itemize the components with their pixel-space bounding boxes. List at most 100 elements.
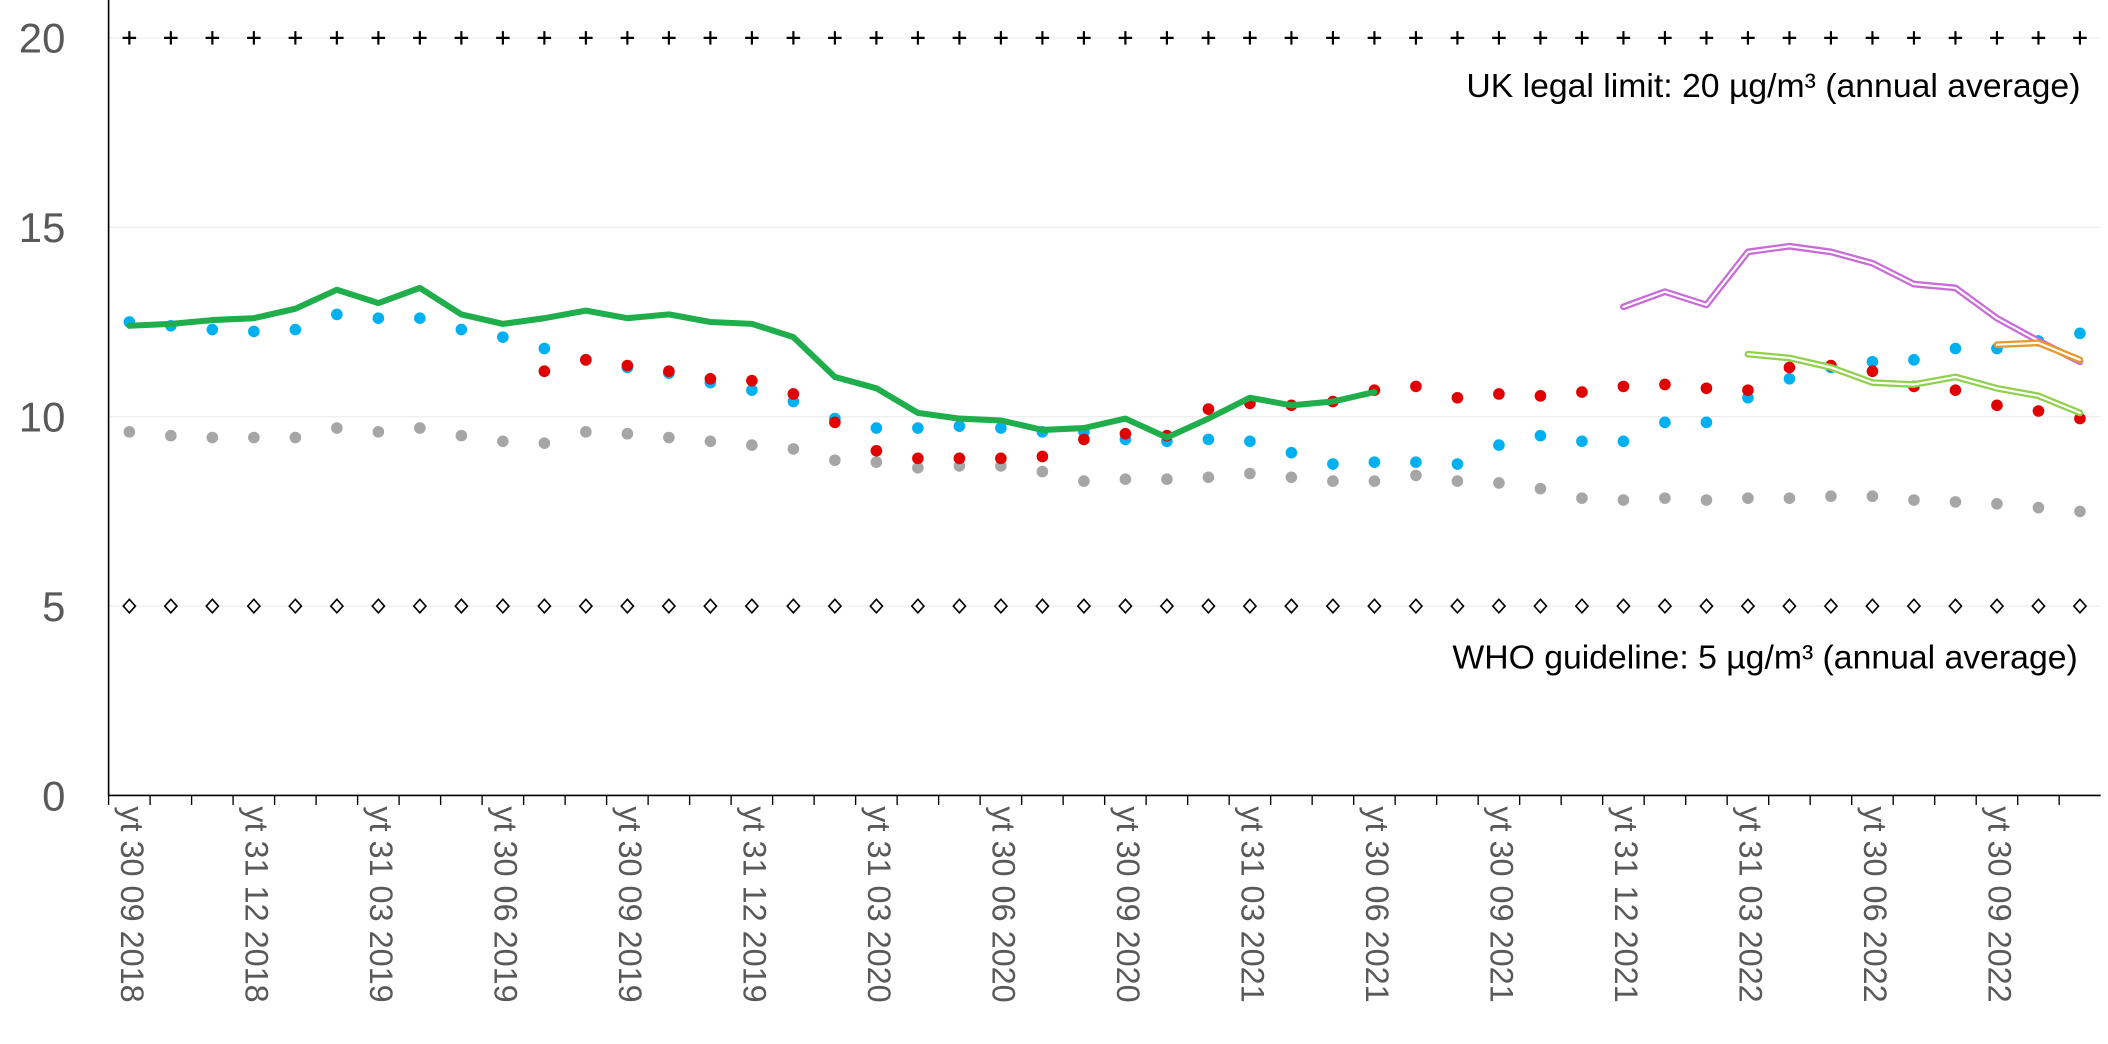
plus-marker	[1948, 31, 1963, 45]
diamond-marker	[246, 598, 262, 615]
dot	[746, 374, 758, 387]
y-tick-label: 10	[19, 394, 66, 441]
diamond-marker	[620, 598, 635, 615]
diamond-marker	[910, 598, 926, 615]
dot	[455, 323, 468, 336]
plus-marker	[1865, 31, 1880, 45]
dot	[1825, 490, 1837, 503]
dot	[1119, 427, 1132, 440]
diamond-marker	[329, 598, 345, 615]
plus-marker	[247, 31, 261, 45]
dot	[1617, 435, 1630, 448]
dot	[1327, 458, 1339, 470]
dot	[1700, 494, 1713, 506]
dot	[621, 427, 634, 440]
dot	[829, 454, 841, 467]
dot	[704, 435, 717, 448]
dot	[1119, 473, 1132, 485]
diamond-marker	[2072, 598, 2088, 615]
diamond-marker	[578, 598, 594, 615]
plus-marker	[537, 31, 552, 45]
x-tick-label: yt 30 06 2021	[1359, 806, 1395, 1002]
dot	[746, 439, 758, 451]
plus-marker	[1616, 31, 1631, 45]
diamond-marker	[786, 598, 801, 615]
dot	[2032, 501, 2045, 514]
dot	[1991, 498, 2003, 510]
diamond-marker	[495, 598, 511, 615]
plus-marker	[1201, 31, 1216, 45]
diamond-marker	[122, 598, 137, 615]
diamond-marker	[1657, 598, 1673, 615]
dot	[372, 426, 385, 438]
dot	[870, 444, 883, 457]
diamond-marker	[1740, 598, 1756, 615]
diamond-marker	[1616, 598, 1631, 615]
plus-marker	[371, 31, 386, 45]
dot	[289, 323, 302, 336]
dot	[1908, 354, 1920, 366]
dot	[787, 388, 800, 400]
diamond-marker	[827, 598, 843, 615]
diamond-marker	[1699, 598, 1714, 615]
dot	[497, 331, 509, 343]
diamond-marker	[1367, 598, 1382, 615]
dot	[538, 437, 551, 450]
dot	[1949, 496, 1962, 508]
x-tick-label: yt 30 06 2022	[1857, 806, 1893, 1002]
diamond-marker	[1159, 598, 1175, 615]
double-line-inner	[1995, 341, 2082, 361]
plus-marker	[1035, 31, 1050, 45]
plus-marker	[164, 31, 178, 45]
dot	[1949, 342, 1962, 355]
diamond-marker	[1491, 598, 1507, 615]
dot	[580, 426, 592, 438]
dot	[704, 372, 717, 385]
dot	[1949, 384, 1962, 396]
dot	[206, 431, 219, 444]
dot	[953, 452, 966, 465]
dot	[331, 422, 343, 434]
diamond-marker	[163, 598, 179, 615]
dot	[746, 384, 758, 396]
dot	[912, 462, 924, 474]
diamond-marker	[1782, 598, 1797, 615]
diamond-marker	[1076, 598, 1092, 615]
diamond-marker	[1823, 598, 1839, 615]
dot	[1368, 475, 1381, 487]
dot	[2032, 405, 2045, 417]
diamond-marker	[454, 598, 469, 615]
dot	[1576, 435, 1588, 448]
dot	[248, 325, 260, 338]
dot	[414, 312, 426, 325]
dot	[1576, 492, 1588, 504]
plus-marker	[662, 31, 676, 45]
dot	[1700, 416, 1713, 429]
y-tick-label: 0	[42, 772, 65, 819]
dot	[1534, 390, 1547, 402]
x-tick-label: yt 30 09 2022	[1981, 806, 2017, 1002]
plus-marker	[1907, 31, 1921, 45]
plus-marker	[496, 31, 510, 45]
plus-marker	[2073, 31, 2087, 45]
plus-marker	[1160, 31, 1174, 45]
plus-marker	[828, 31, 842, 45]
dot	[787, 443, 800, 455]
x-tick-label: yt 30 06 2019	[487, 806, 523, 1002]
dot	[1036, 450, 1049, 463]
dot	[1576, 386, 1588, 398]
dot	[1908, 494, 1920, 506]
dot	[1202, 433, 1215, 446]
x-tick-label: yt 30 06 2020	[985, 806, 1021, 1002]
dot	[1783, 492, 1796, 504]
double-line	[1993, 339, 2084, 364]
x-tick-label: yt 31 03 2019	[363, 806, 399, 1002]
dot	[2074, 412, 2086, 425]
plus-marker	[786, 31, 801, 45]
dot	[1327, 475, 1339, 487]
diamond-marker	[1035, 598, 1050, 615]
dot	[1244, 435, 1256, 448]
x-tick-label: yt 31 03 2020	[861, 806, 897, 1002]
dot	[1451, 391, 1464, 404]
plus-marker	[911, 31, 925, 45]
